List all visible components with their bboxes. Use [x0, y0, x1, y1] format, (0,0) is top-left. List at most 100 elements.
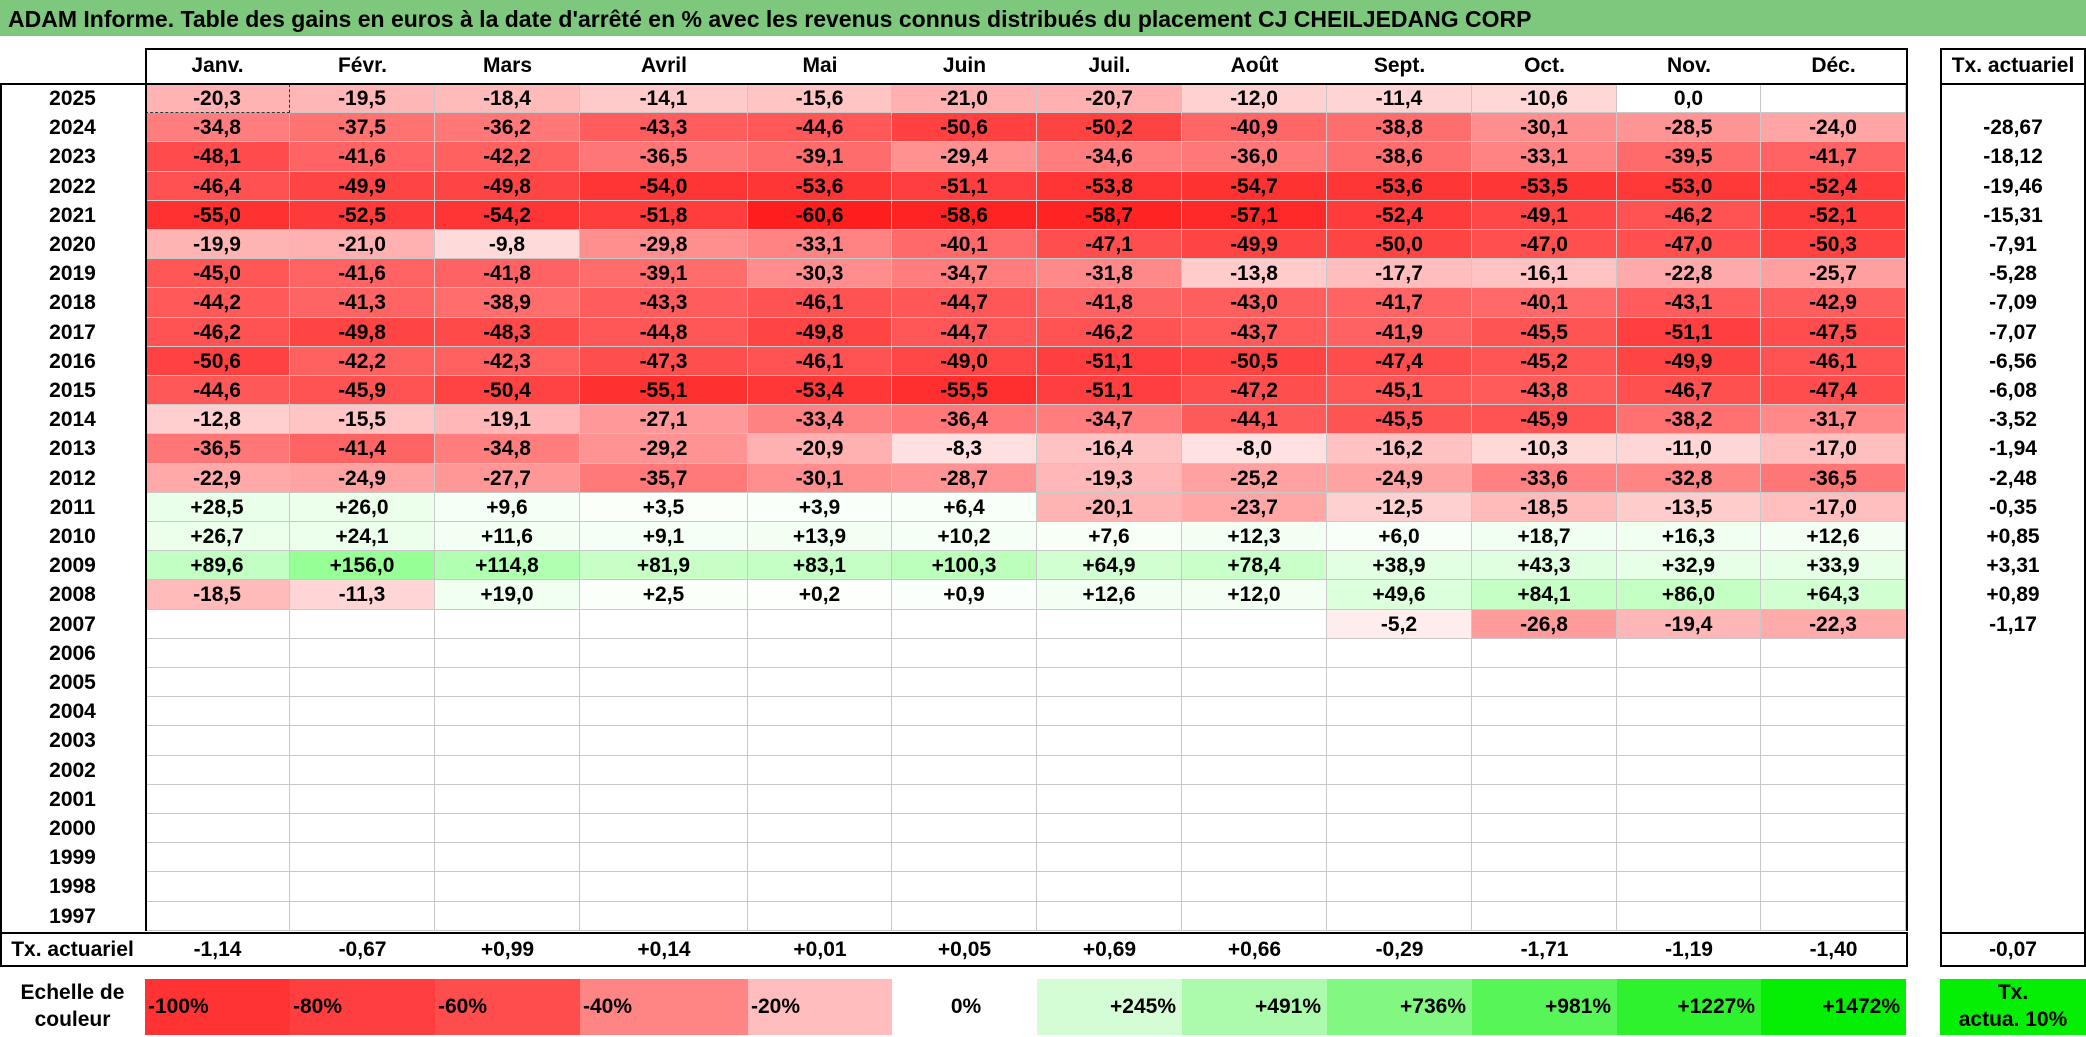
- table-cell: [748, 638, 892, 668]
- table-cell: +19,0: [435, 580, 580, 610]
- table-cell: -43,7: [1182, 317, 1327, 347]
- table-cell: +49,6: [1327, 580, 1472, 610]
- tx-actuariel-value: [1940, 639, 2086, 668]
- table-cell: [580, 872, 748, 902]
- table-cell: -41,8: [435, 259, 580, 289]
- report-title: ADAM Informe. Table des gains en euros à…: [0, 0, 2086, 36]
- tx-actuariel-value: +3,31: [1986, 554, 2040, 578]
- table-cell: -50,6: [892, 113, 1037, 143]
- year-label: 2013: [49, 437, 96, 461]
- legend-swatch: +245%: [1037, 979, 1182, 1035]
- month-header: Juin: [942, 54, 987, 77]
- footer-value: +0,66: [1227, 937, 1282, 961]
- table-cell: -43,8: [1472, 376, 1617, 406]
- table-cell: -46,2: [145, 317, 290, 347]
- legend-tx-line2: actua. 10%: [1958, 1008, 2068, 1031]
- table-cell: [892, 697, 1037, 727]
- table-cell: [1761, 697, 1906, 727]
- table-cell: -49,9: [1182, 230, 1327, 260]
- month-header: Mars: [482, 54, 533, 77]
- table-cell: -51,1: [1037, 346, 1182, 376]
- tx-actuariel-value: -0,35: [1989, 495, 2037, 519]
- table-cell: -18,4: [435, 84, 580, 114]
- table-cell: -18,5: [1472, 492, 1617, 522]
- table-cell: [1182, 872, 1327, 902]
- table-cell: [892, 901, 1037, 931]
- table-cell: [435, 668, 580, 698]
- table-cell: [1617, 814, 1761, 844]
- table-cell: -51,8: [580, 200, 748, 230]
- table-cell: -53,8: [1037, 171, 1182, 201]
- table-cell: -24,9: [1327, 463, 1472, 493]
- table-cell: +78,4: [1182, 551, 1327, 581]
- footer-value: +0,14: [637, 937, 691, 961]
- table-cell: -53,0: [1617, 171, 1761, 201]
- table-cell: -17,0: [1761, 434, 1906, 464]
- table-cell: [1327, 638, 1472, 668]
- legend-label-line1: Echelle de: [20, 981, 125, 1004]
- table-cell: [892, 638, 1037, 668]
- table-cell: -24,0: [1761, 113, 1906, 143]
- table-cell: -46,2: [1617, 200, 1761, 230]
- table-cell: -11,0: [1617, 434, 1761, 464]
- table-cell: [1617, 668, 1761, 698]
- tx-actuariel-value: [1940, 902, 2086, 931]
- table-cell: [580, 609, 748, 639]
- tx-actuariel-value: [1940, 785, 2086, 814]
- table-cell: -40,1: [1472, 288, 1617, 318]
- year-label: 2000: [49, 817, 96, 840]
- year-label: 2006: [49, 641, 96, 665]
- legend-swatch: +491%: [1182, 979, 1327, 1035]
- table-cell: -53,6: [1327, 171, 1472, 201]
- table-cell: -53,4: [748, 376, 892, 406]
- legend-swatch: -60%: [435, 979, 580, 1035]
- table-cell: +26,7: [145, 522, 290, 552]
- table-cell: [748, 872, 892, 902]
- table-cell: [1037, 755, 1182, 785]
- table-cell: [1472, 668, 1617, 698]
- table-cell: +24,1: [290, 522, 435, 552]
- table-cell: [1037, 843, 1182, 873]
- table-cell: [435, 755, 580, 785]
- year-column-left: [0, 83, 2, 965]
- table-cell: [1182, 697, 1327, 727]
- table-cell: [1761, 784, 1906, 814]
- table-cell: -20,9: [748, 434, 892, 464]
- table-cell: -27,7: [435, 463, 580, 493]
- year-label: 2015: [49, 379, 96, 402]
- table-cell: -16,2: [1327, 434, 1472, 464]
- legend-label: Echelle de couleur: [0, 979, 145, 1035]
- table-cell: [1761, 843, 1906, 873]
- table-cell: -28,5: [1617, 113, 1761, 143]
- table-cell: +16,3: [1617, 522, 1761, 552]
- table-cell: -20,1: [1037, 492, 1182, 522]
- month-header: Oct.: [1524, 54, 1565, 77]
- tx-actuariel-value: +0,85: [1986, 525, 2040, 548]
- table-cell: [580, 668, 748, 698]
- grid-border-bottom: [0, 931, 1908, 934]
- table-cell: [1472, 784, 1617, 814]
- table-cell: [145, 726, 290, 756]
- table-cell: [1037, 814, 1182, 844]
- table-cell: -46,1: [748, 288, 892, 318]
- table-cell: -30,1: [1472, 113, 1617, 143]
- table-cell: [1617, 872, 1761, 902]
- table-cell: -25,2: [1182, 463, 1327, 493]
- table-cell: [1327, 814, 1472, 844]
- table-cell: -49,0: [892, 346, 1037, 376]
- table-cell: [748, 784, 892, 814]
- table-cell: +43,3: [1472, 551, 1617, 581]
- table-cell: [1617, 755, 1761, 785]
- table-cell: +84,1: [1472, 580, 1617, 610]
- table-cell: -44,6: [748, 113, 892, 143]
- year-label: 2018: [49, 291, 96, 315]
- table-cell: -58,6: [892, 200, 1037, 230]
- table-cell: +9,6: [435, 492, 580, 522]
- table-cell: -51,1: [1617, 317, 1761, 347]
- table-cell: -36,5: [145, 434, 290, 464]
- table-cell: [892, 668, 1037, 698]
- table-cell: +26,0: [290, 492, 435, 522]
- table-cell: [145, 843, 290, 873]
- year-label: 1999: [49, 846, 96, 870]
- tx-border-right: [2084, 48, 2086, 967]
